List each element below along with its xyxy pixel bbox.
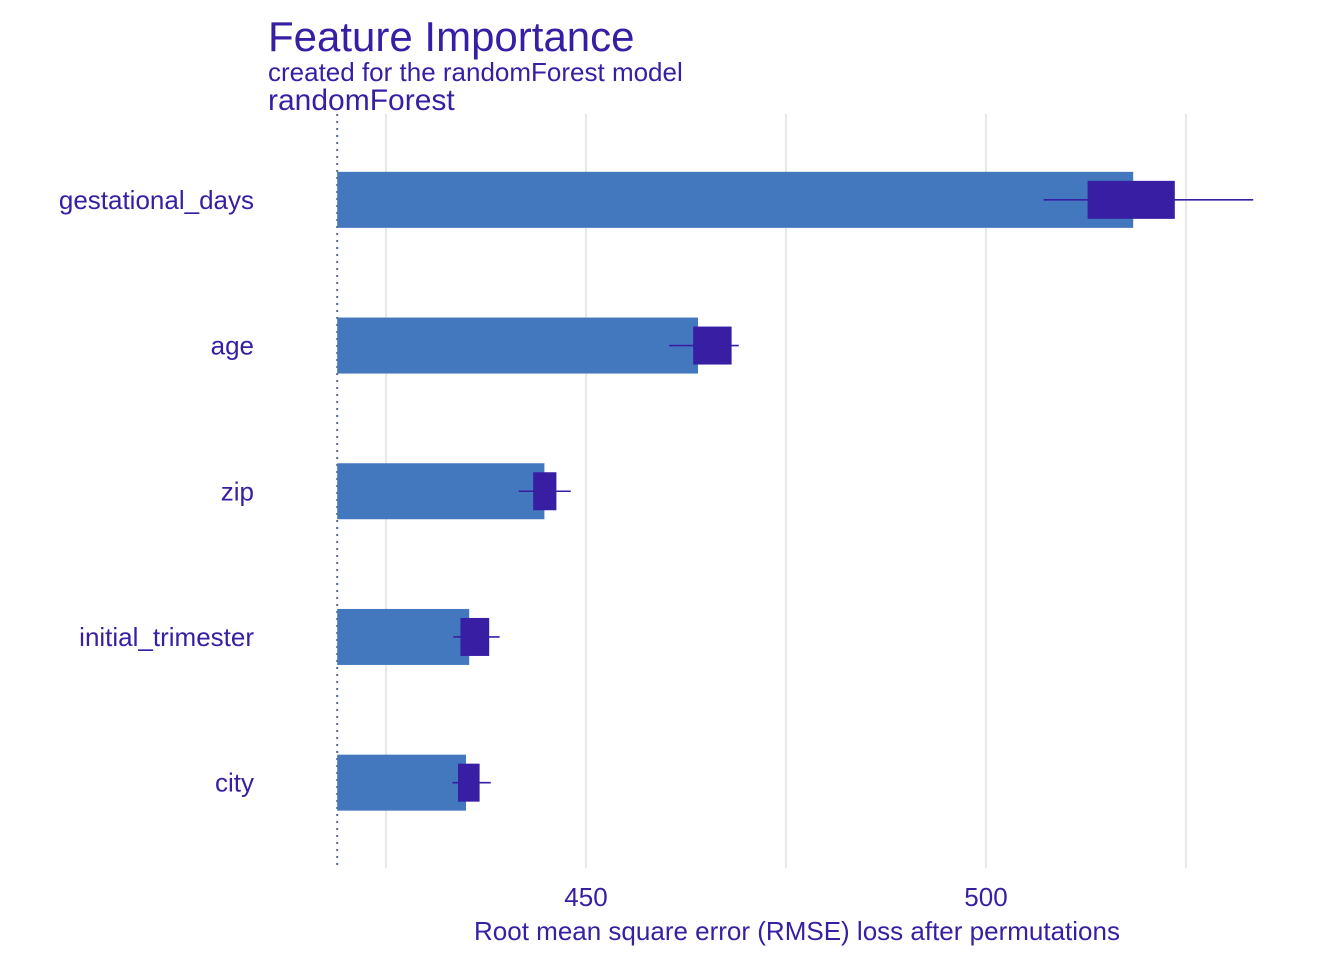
feature-label-zip: zip: [221, 476, 254, 506]
x-tick-label-500: 500: [964, 882, 1007, 912]
tick-layer: 450 500: [564, 882, 1007, 912]
feature-label-age: age: [211, 331, 254, 361]
box-age: [693, 326, 732, 365]
bar-zip: [337, 463, 545, 520]
chart-title: Feature Importance: [268, 13, 635, 60]
bar-age: [337, 317, 698, 374]
x-tick-label-450: 450: [564, 882, 607, 912]
box-initial-trimester: [460, 617, 490, 656]
box-gestational-days: [1087, 180, 1175, 219]
chart-subtitle: created for the randomForest model: [268, 57, 683, 87]
box-zip: [533, 472, 557, 511]
box-city: [458, 763, 480, 802]
bar-city: [337, 754, 466, 811]
bar-initial-trimester: [337, 608, 470, 665]
feature-label-initial-trimester: initial_trimester: [79, 622, 254, 652]
bar-layer: [337, 171, 1254, 811]
feature-label-gestational-days: gestational_days: [59, 185, 254, 215]
bar-gestational-days: [337, 171, 1134, 228]
x-axis-title: Root mean square error (RMSE) loss after…: [474, 916, 1120, 946]
panel-label: randomForest: [268, 84, 455, 117]
feature-label-city: city: [215, 768, 254, 798]
grid-layer: [336, 114, 1187, 868]
